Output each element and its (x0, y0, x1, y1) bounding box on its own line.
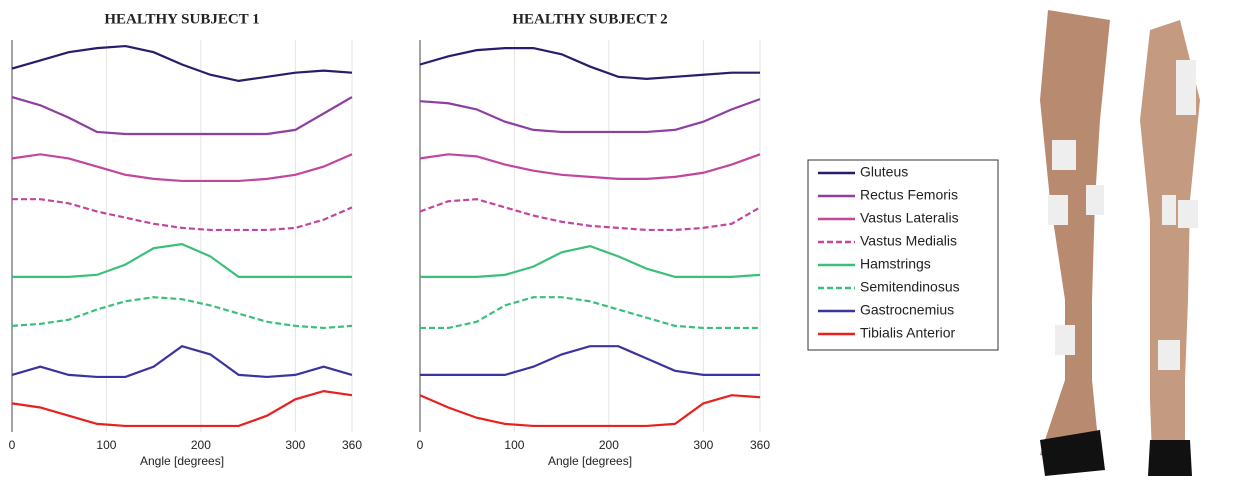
chart-title: HEALTHY SUBJECT 1 (104, 11, 259, 27)
emg-line (11, 96, 353, 136)
x-tick-label: 300 (693, 438, 713, 452)
emg-line (420, 296, 760, 330)
x-tick-label: 200 (191, 438, 211, 452)
emg-line (11, 296, 353, 330)
x-tick-label: 360 (342, 438, 362, 452)
emg-line (420, 345, 760, 376)
emg-line (11, 153, 353, 183)
right-leg (1140, 20, 1200, 460)
emg-line (419, 394, 761, 428)
left-shoe (1040, 430, 1105, 476)
x-tick-label: 300 (285, 438, 305, 452)
x-tick-label: 360 (750, 438, 770, 452)
electrode (1178, 200, 1198, 228)
x-axis-label: Angle [degrees] (548, 454, 632, 468)
x-tick-label: 0 (9, 438, 16, 452)
electrode (1052, 140, 1076, 170)
photo (1040, 10, 1200, 476)
emg-line (419, 47, 760, 80)
x-tick-label: 0 (417, 438, 424, 452)
legend-label: Hamstrings (860, 256, 931, 272)
legend-label: Vastus Lateralis (860, 210, 959, 226)
legend-label: Tibialis Anterior (860, 325, 956, 341)
emg-line (419, 153, 761, 180)
electrode (1055, 325, 1075, 355)
left-leg (1040, 10, 1110, 460)
emg-line (11, 44, 353, 83)
emg-line (11, 344, 353, 379)
emg-line (12, 242, 352, 278)
x-tick-label: 100 (504, 438, 524, 452)
legend-label: Rectus Femoris (860, 187, 958, 203)
legend-label: Vastus Medialis (860, 233, 957, 249)
emg-line (420, 245, 761, 278)
x-tick-label: 200 (599, 438, 619, 452)
legend-label: Gastrocnemius (860, 302, 954, 318)
emg-line (419, 198, 761, 232)
electrode (1048, 195, 1068, 225)
legend-label: Gluteus (860, 164, 908, 180)
right-shoe (1148, 440, 1192, 476)
electrode (1162, 195, 1176, 225)
legend-box (807, 159, 999, 351)
emg-line (12, 198, 353, 232)
electrode (1086, 185, 1104, 215)
chart-title: HEALTHY SUBJECT 2 (512, 11, 667, 27)
x-axis-label: Angle [degrees] (140, 454, 224, 468)
emg-line (419, 98, 761, 134)
emg-line (11, 389, 353, 428)
x-tick-label: 100 (96, 438, 116, 452)
legend-label: Semitendinosus (860, 279, 960, 295)
electrode (1176, 60, 1196, 115)
electrode (1158, 340, 1180, 370)
